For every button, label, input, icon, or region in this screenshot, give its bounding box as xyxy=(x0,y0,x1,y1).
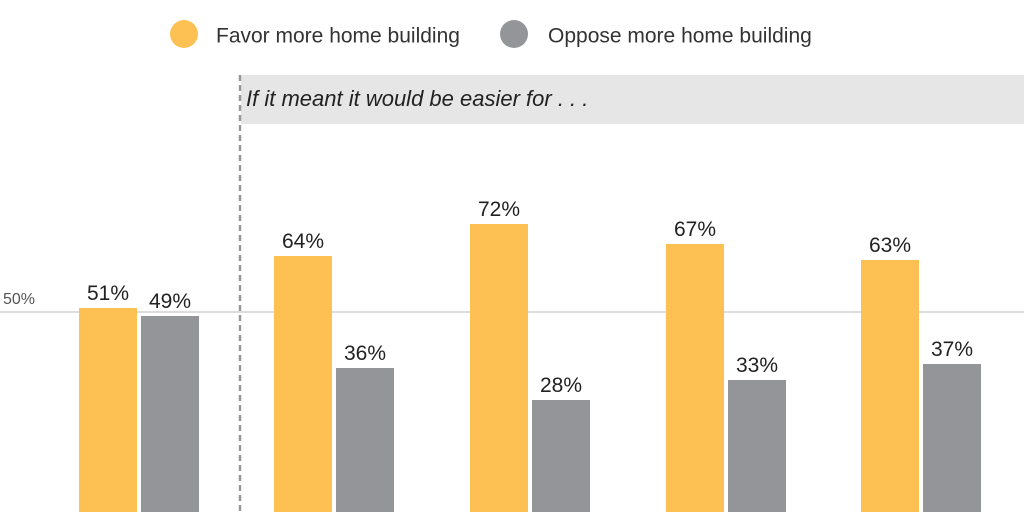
data-label-oppose-4: 33% xyxy=(736,354,778,377)
bar-oppose-5 xyxy=(923,364,981,512)
legend-swatch-oppose xyxy=(500,20,528,48)
section-label: If it meant it would be easier for . . . xyxy=(246,86,588,111)
bar-oppose-4 xyxy=(728,380,786,512)
bar-oppose-3 xyxy=(532,400,590,512)
data-label-favor-1: 51% xyxy=(87,282,129,305)
legend: Favor more home building Oppose more hom… xyxy=(170,20,812,48)
legend-label-favor: Favor more home building xyxy=(216,25,460,48)
data-label-oppose-5: 37% xyxy=(931,338,973,361)
data-label-favor-4: 67% xyxy=(674,218,716,241)
data-label-oppose-2: 36% xyxy=(344,342,386,365)
data-label-favor-2: 64% xyxy=(282,230,324,253)
section-banner xyxy=(241,75,1024,124)
reference-line-label: 50% xyxy=(3,291,35,308)
bar-favor-4 xyxy=(666,244,724,512)
legend-swatch-favor xyxy=(170,20,198,48)
data-label-favor-3: 72% xyxy=(478,198,520,221)
bar-favor-1 xyxy=(79,308,137,512)
data-label-oppose-1: 49% xyxy=(149,290,191,313)
bar-favor-2 xyxy=(274,256,332,512)
bar-favor-5 xyxy=(861,260,919,512)
bar-favor-3 xyxy=(470,224,528,512)
data-label-oppose-3: 28% xyxy=(540,374,582,397)
bar-oppose-2 xyxy=(336,368,394,512)
data-label-favor-5: 63% xyxy=(869,234,911,257)
bar-oppose-1 xyxy=(141,316,199,512)
bars-group: 51% 64% 72% 67% 63% 49% 36% 28% 33% 37% xyxy=(79,198,981,512)
legend-label-oppose: Oppose more home building xyxy=(548,25,812,48)
